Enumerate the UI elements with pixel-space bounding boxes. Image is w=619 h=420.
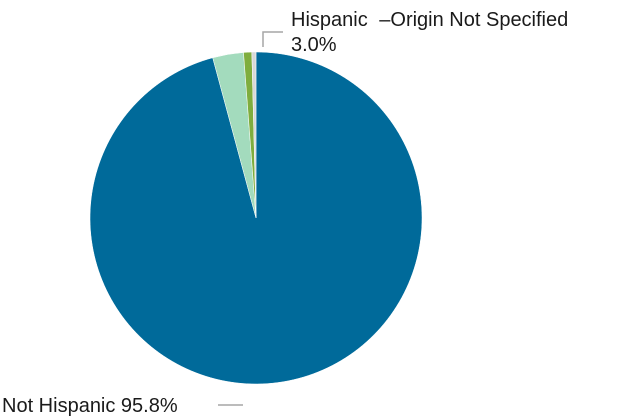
pie-slices <box>89 51 423 385</box>
data-label-origin-not-specified: –Origin Not Specified <box>379 9 568 31</box>
data-label-not-hispanic: Not Hispanic 95.8% <box>2 395 178 417</box>
leader-line-hispanic <box>262 31 283 47</box>
data-label-hispanic-percent: 3.0% <box>291 34 337 56</box>
pie-slice-unlabeled-3 <box>251 51 257 219</box>
data-label-hispanic: Hispanic –Origin Not Specified <box>291 9 568 31</box>
data-label-hispanic-name: Hispanic <box>291 9 368 31</box>
